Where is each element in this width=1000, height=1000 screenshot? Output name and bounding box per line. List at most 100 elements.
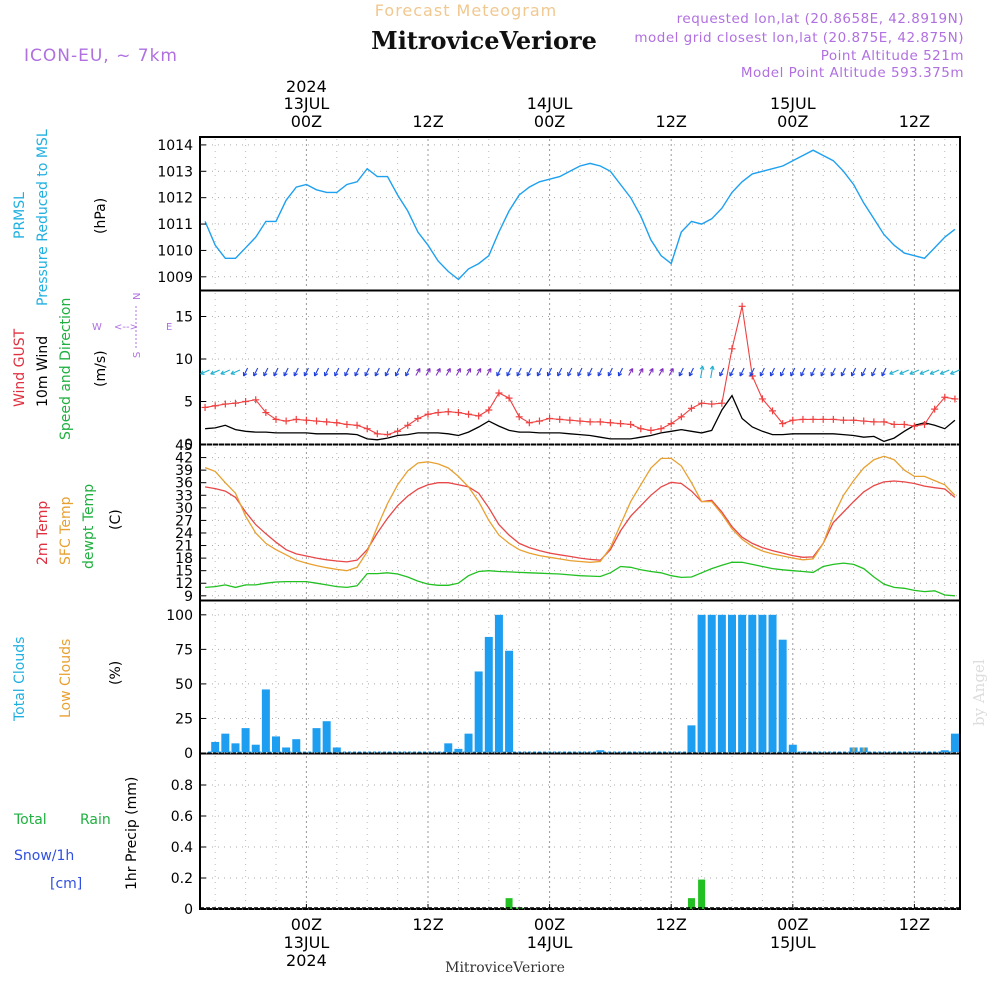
banner-title: Forecast Meteogram [375, 1, 557, 20]
wind-direction-arrow [344, 367, 350, 377]
wind-direction-arrow [557, 367, 563, 377]
total-cloud-bar [464, 733, 473, 752]
bottom-date-label: 13JUL [284, 933, 330, 952]
wind-direction-arrowhead [587, 371, 592, 377]
y-tick-label: 0 [184, 437, 193, 453]
y-tick-label: 9 [184, 589, 193, 605]
total-cloud-bar [454, 748, 463, 752]
top-hour-label: 00Z [534, 112, 565, 131]
total-cloud-bar [332, 747, 341, 752]
rain-bar [687, 898, 695, 909]
panel-frames [199, 136, 961, 910]
wind-direction-arrowhead [374, 371, 379, 377]
y-tick-label: 100 [166, 608, 193, 624]
wind-direction-arrow [719, 367, 725, 377]
wind-direction-arrow [770, 367, 776, 377]
wind-direction-arrow [334, 367, 340, 377]
model-label: ICON-EU, ~ 7km [24, 46, 178, 66]
plot-frame [199, 136, 961, 910]
y-tick-label: 0.4 [171, 840, 193, 856]
wind-direction-arrowhead [759, 371, 764, 377]
gust-marker [860, 417, 868, 425]
gust-marker [941, 393, 949, 401]
gust-marker [475, 412, 483, 420]
y-tick-label: 1010 [157, 243, 193, 259]
wind-direction-arrow [780, 367, 786, 377]
total-cloud-bar [717, 614, 726, 752]
gust-label: Wind GUST [12, 328, 28, 407]
bottom-hour-label: 12Z [656, 915, 687, 934]
info-point-altitude: Point Altitude 521m [821, 48, 964, 64]
gust-marker [728, 345, 736, 353]
wind-direction-arrowhead [939, 370, 945, 375]
wind-direction-arrowhead [889, 370, 894, 375]
gust-marker [394, 427, 402, 435]
wind-direction-arrow [909, 369, 920, 375]
wind-direction-arrowhead [739, 371, 744, 377]
wind-direction-arrowhead [639, 368, 644, 373]
gust-marker [495, 389, 503, 397]
low-cloud-bar [852, 747, 855, 752]
wind-direction-arrowhead [659, 368, 664, 373]
wind-direction-arrowhead [567, 371, 572, 377]
gust-marker [839, 416, 847, 424]
wind-direction-arrowhead [820, 371, 825, 377]
wind-direction-arrow [861, 367, 867, 377]
y-tick-label: 25 [175, 711, 193, 727]
total-label: Total [13, 812, 47, 828]
gust-marker [809, 415, 817, 423]
wind-direction-arrow [536, 367, 542, 377]
wind-direction-arrow [749, 367, 755, 377]
wind-direction-arrowhead [830, 371, 835, 377]
wind-direction-arrowhead [929, 370, 935, 375]
gust-marker [313, 417, 321, 425]
wind-direction-arrowhead [617, 371, 623, 377]
wind-direction-arrow [476, 368, 482, 376]
gust-marker [485, 406, 493, 414]
pressure-unit: (hPa) [93, 198, 109, 234]
wind-direction-arrowhead [354, 371, 359, 377]
wind-direction-arrow [324, 367, 330, 377]
gust-marker [272, 415, 280, 423]
gust-marker [586, 418, 594, 426]
wind-direction-arrow [820, 367, 826, 377]
gust-marker [758, 395, 766, 403]
svg-text:S: S [132, 352, 143, 358]
wind-direction-arrow [889, 369, 899, 375]
bottom-date-label: 14JUL [527, 933, 573, 952]
gust-marker [890, 420, 898, 428]
gust-marker [444, 408, 452, 416]
top-date-label: 14JUL [527, 94, 573, 113]
wind-direction-arrow [200, 369, 210, 375]
gust-marker [738, 302, 746, 310]
wind-direction-arrowhead [384, 371, 390, 377]
top-hour-label: 00Z [291, 112, 322, 131]
wind-direction-arrow [940, 369, 950, 375]
rain-bar [505, 898, 513, 909]
wind-direction-arrowhead [790, 371, 795, 377]
wind-direction-arrowhead [678, 371, 683, 377]
gust-marker [201, 403, 209, 411]
snow-unit: [cm] [50, 876, 82, 892]
total-cloud-bar [687, 725, 696, 752]
pressure-desc: Pressure Reduced to MSL [35, 129, 51, 306]
wind-direction-arrowhead [334, 371, 339, 377]
dew-line [205, 561, 955, 597]
gust-marker [829, 415, 837, 423]
gust-marker [465, 410, 473, 418]
total-cloud-bar [261, 689, 270, 752]
wind-direction-arrow [466, 368, 472, 376]
temp-labels: 2m Temp SFC Temp dewpt Temp (C) [35, 484, 124, 569]
wind-direction-arrow [871, 367, 877, 377]
y-tick-label: 27 [175, 513, 193, 529]
wind-direction-arrow [899, 369, 909, 375]
total-cloud-bar [738, 614, 747, 752]
wind-direction-arrow [496, 367, 502, 377]
low-cloud-bar [862, 747, 865, 752]
wind-labels: Wind GUST 10m Wind Speed and Direction (… [12, 293, 172, 440]
wind-direction-arrow [668, 368, 674, 376]
gust-marker [880, 418, 888, 426]
wind-direction-arrow [919, 369, 930, 375]
y-tick-label: 21 [175, 539, 193, 555]
